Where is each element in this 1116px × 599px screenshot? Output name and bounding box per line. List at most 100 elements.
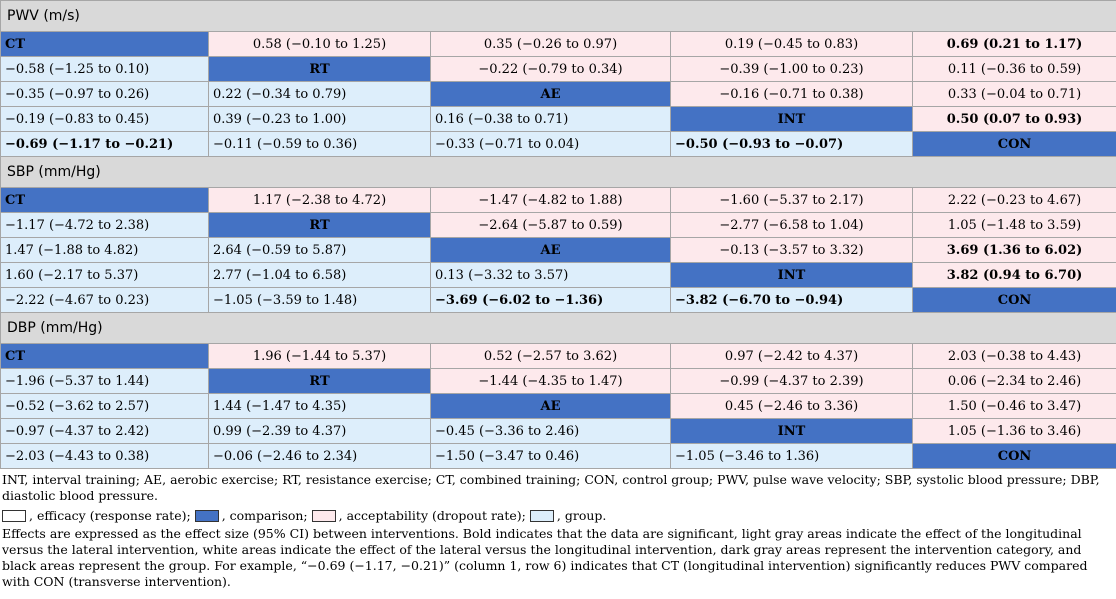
effect-size-cell: −1.05 (−3.59 to 1.48) <box>208 287 431 313</box>
intervention-label-cell: CON <box>911 443 1116 469</box>
table-row: −2.03 (−4.43 to 0.38) −0.06 (−2.46 to 2.3… <box>0 443 1116 469</box>
abbreviations-note: INT, interval training; AE, aerobic exer… <box>2 472 1100 503</box>
intervention-label-cell: CT <box>0 187 209 213</box>
effect-size-cell: −0.69 (−1.17 to −0.21) <box>0 131 209 157</box>
table-row: −0.69 (−1.17 to −0.21) −0.11 (−0.59 to 0.… <box>0 131 1116 157</box>
effect-size-cell: −2.03 (−4.43 to 0.38) <box>0 443 209 469</box>
table-row: 1.47 (−1.88 to 4.82) 2.64 (−0.59 to 5.87)… <box>0 237 1116 263</box>
section-title: DBP (mm/Hg) <box>0 312 1116 344</box>
legend-item-efficacy: , efficacy (response rate); <box>2 508 191 524</box>
effect-size-cell: 0.19 (−0.45 to 0.83) <box>670 31 913 57</box>
effect-size-cell: 0.45 (−2.46 to 3.36) <box>670 393 913 419</box>
legend-item-comparison: , comparison; <box>194 508 308 524</box>
league-table: PWV (m/s) CT 0.58 (−0.10 to 1.25) 0.35 (−0.… <box>0 0 1116 469</box>
table-row: −0.97 (−4.37 to 2.42) 0.99 (−2.39 to 4.37… <box>0 418 1116 444</box>
effect-size-cell: 1.05 (−1.36 to 3.46) <box>911 418 1116 444</box>
effect-size-cell: −0.16 (−0.71 to 0.38) <box>670 81 913 107</box>
table-row: −0.58 (−1.25 to 0.10) RT −0.22 (−0.79 to 0… <box>0 56 1116 82</box>
effect-size-cell: −1.44 (−4.35 to 1.47) <box>430 368 671 394</box>
intervention-label-cell: RT <box>208 56 431 82</box>
intervention-label-cell: CT <box>0 343 209 369</box>
effect-size-cell: 2.77 (−1.04 to 6.58) <box>208 262 431 288</box>
effect-size-cell: −0.99 (−4.37 to 2.39) <box>670 368 913 394</box>
section-header-row: DBP (mm/Hg) <box>0 312 1116 344</box>
effect-size-cell: −1.50 (−3.47 to 0.46) <box>430 443 671 469</box>
effect-size-cell: 1.96 (−1.44 to 5.37) <box>208 343 431 369</box>
effect-size-cell: 0.35 (−0.26 to 0.97) <box>430 31 671 57</box>
effect-size-cell: −0.06 (−2.46 to 2.34) <box>208 443 431 469</box>
effect-size-cell: 2.64 (−0.59 to 5.87) <box>208 237 431 263</box>
effect-size-cell: 2.03 (−0.38 to 4.43) <box>911 343 1116 369</box>
effect-size-cell: −0.19 (−0.83 to 0.45) <box>0 106 209 132</box>
effect-size-cell: 0.97 (−2.42 to 4.37) <box>670 343 913 369</box>
effect-size-cell: 0.52 (−2.57 to 3.62) <box>430 343 671 369</box>
effect-size-cell: 1.05 (−1.48 to 3.59) <box>911 212 1116 238</box>
table-row: −1.17 (−4.72 to 2.38) RT −2.64 (−5.87 to 0… <box>0 212 1116 238</box>
effect-size-cell: 1.47 (−1.88 to 4.82) <box>0 237 209 263</box>
table-row: CT 0.58 (−0.10 to 1.25) 0.35 (−0.26 to 0.9… <box>0 31 1116 57</box>
legend-label-group: , group. <box>556 508 607 523</box>
effect-size-cell: −1.60 (−5.37 to 2.17) <box>670 187 913 213</box>
legend-swatch-efficacy <box>2 510 26 522</box>
effect-size-cell: 2.22 (−0.23 to 4.67) <box>911 187 1116 213</box>
effect-size-cell: 0.06 (−2.34 to 2.46) <box>911 368 1116 394</box>
effect-size-cell: −0.22 (−0.79 to 0.34) <box>430 56 671 82</box>
effect-size-cell: 3.82 (0.94 to 6.70) <box>911 262 1116 288</box>
effect-size-cell: 0.50 (0.07 to 0.93) <box>911 106 1116 132</box>
section-title: SBP (mm/Hg) <box>0 156 1116 188</box>
effect-size-cell: 0.33 (−0.04 to 0.71) <box>911 81 1116 107</box>
effect-size-cell: −0.39 (−1.00 to 0.23) <box>670 56 913 82</box>
section-header-row: SBP (mm/Hg) <box>0 156 1116 188</box>
effect-size-cell: −0.35 (−0.97 to 0.26) <box>0 81 209 107</box>
table-row: −0.52 (−3.62 to 2.57) 1.44 (−1.47 to 4.35… <box>0 393 1116 419</box>
intervention-label-cell: INT <box>670 262 913 288</box>
table-row: −0.19 (−0.83 to 0.45) 0.39 (−0.23 to 1.00… <box>0 106 1116 132</box>
effect-size-cell: −0.52 (−3.62 to 2.57) <box>0 393 209 419</box>
intervention-label-cell: RT <box>208 212 431 238</box>
effect-size-cell: 1.17 (−2.38 to 4.72) <box>208 187 431 213</box>
league-table-body: PWV (m/s) CT 0.58 (−0.10 to 1.25) 0.35 (−0.… <box>0 0 1116 469</box>
table-row: −2.22 (−4.67 to 0.23) −1.05 (−3.59 to 1.4… <box>0 287 1116 313</box>
effect-size-cell: −0.50 (−0.93 to −0.07) <box>670 131 913 157</box>
effect-size-cell: 0.58 (−0.10 to 1.25) <box>208 31 431 57</box>
effect-size-cell: −3.69 (−6.02 to −1.36) <box>430 287 671 313</box>
table-footnotes: INT, interval training; AE, aerobic exer… <box>0 469 1114 590</box>
effect-size-cell: −2.64 (−5.87 to 0.59) <box>430 212 671 238</box>
intervention-label-cell: INT <box>670 418 913 444</box>
effect-size-cell: 3.69 (1.36 to 6.02) <box>911 237 1116 263</box>
intervention-label-cell: INT <box>670 106 913 132</box>
effect-size-cell: −0.13 (−3.57 to 3.32) <box>670 237 913 263</box>
intervention-label-cell: RT <box>208 368 431 394</box>
effect-size-cell: −2.77 (−6.58 to 1.04) <box>670 212 913 238</box>
legend-item-acceptability: , acceptability (dropout rate); <box>311 508 526 524</box>
legend-swatch-comparison <box>194 510 219 522</box>
effect-size-cell: 0.16 (−0.38 to 0.71) <box>430 106 671 132</box>
effect-size-cell: 0.99 (−2.39 to 4.37) <box>208 418 431 444</box>
intervention-label-cell: AE <box>430 81 671 107</box>
effect-size-cell: 1.44 (−1.47 to 4.35) <box>208 393 431 419</box>
intervention-label-cell: CON <box>911 287 1116 313</box>
effect-size-cell: −1.17 (−4.72 to 2.38) <box>0 212 209 238</box>
section-title: PWV (m/s) <box>0 0 1116 32</box>
table-row: −0.35 (−0.97 to 0.26) 0.22 (−0.34 to 0.79… <box>0 81 1116 107</box>
effect-size-cell: 1.60 (−2.17 to 5.37) <box>0 262 209 288</box>
effect-size-cell: −0.11 (−0.59 to 0.36) <box>208 131 431 157</box>
effect-size-cell: −0.45 (−3.36 to 2.46) <box>430 418 671 444</box>
effect-size-cell: −2.22 (−4.67 to 0.23) <box>0 287 209 313</box>
intervention-label-cell: CON <box>911 131 1116 157</box>
intervention-label-cell: CT <box>0 31 209 57</box>
legend-item-group: , group. <box>529 508 607 524</box>
effect-size-cell: −0.97 (−4.37 to 2.42) <box>0 418 209 444</box>
effect-size-cell: −0.33 (−0.71 to 0.04) <box>430 131 671 157</box>
table-row: −1.96 (−5.37 to 1.44) RT −1.44 (−4.35 to 1… <box>0 368 1116 394</box>
effect-size-cell: 1.50 (−0.46 to 3.47) <box>911 393 1116 419</box>
intervention-label-cell: AE <box>430 393 671 419</box>
effect-size-cell: −1.05 (−3.46 to 1.36) <box>670 443 913 469</box>
effect-size-cell: −1.96 (−5.37 to 1.44) <box>0 368 209 394</box>
effect-size-cell: 0.11 (−0.36 to 0.59) <box>911 56 1116 82</box>
legend-label-comparison: , comparison; <box>221 508 308 523</box>
color-legend: , efficacy (response rate); , comparison… <box>2 508 1112 524</box>
explanation-note: Effects are expressed as the effect size… <box>2 526 1088 589</box>
effect-size-cell: −0.58 (−1.25 to 0.10) <box>0 56 209 82</box>
